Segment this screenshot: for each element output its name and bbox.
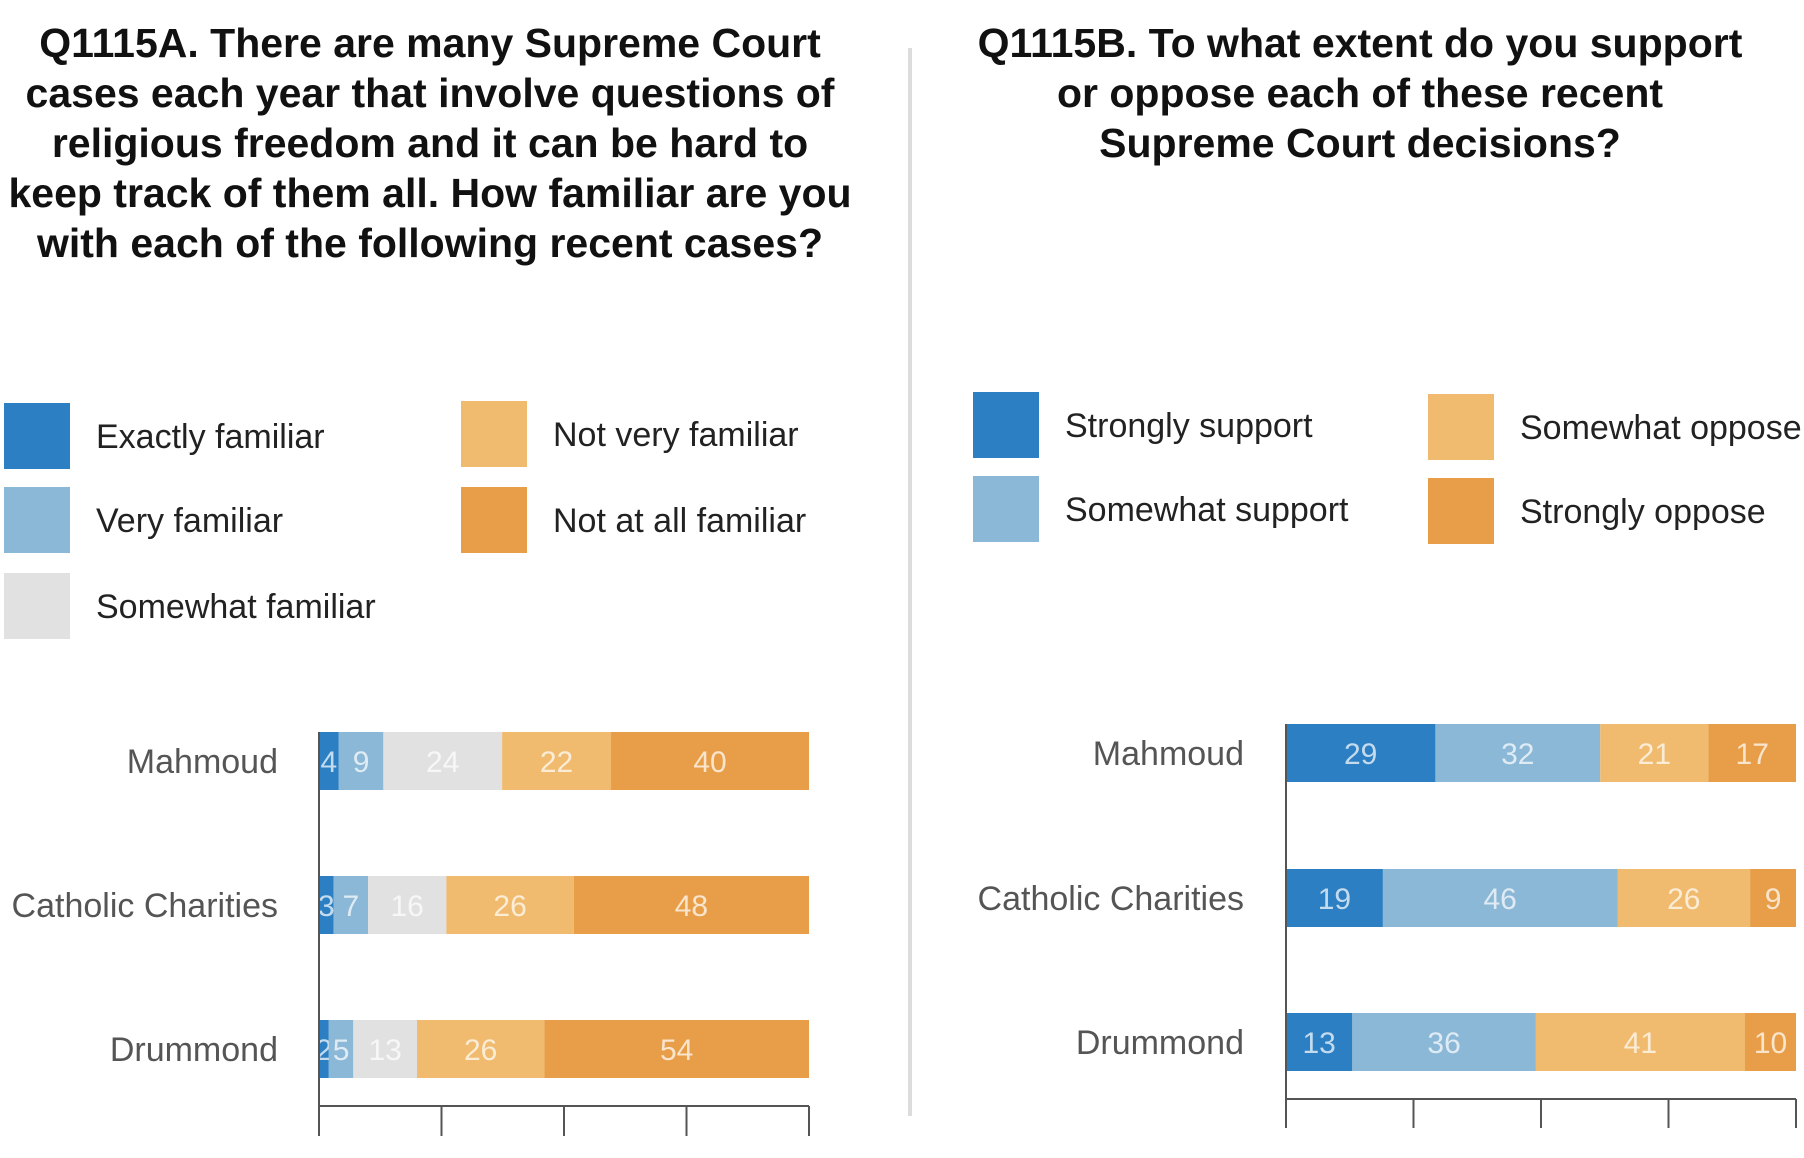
familiarity-value-label-drummond-somewhat-familiar: 13 — [368, 1034, 401, 1067]
familiarity-value-label-mahmoud-not-very-familiar: 22 — [540, 746, 573, 779]
familiarity-value-label-mahmoud-somewhat-familiar: 24 — [426, 746, 459, 779]
support-bar-catholic-charities-somewhat-oppose — [1617, 869, 1751, 927]
right-panel-title: Q1115B. To what extent do you support or… — [977, 20, 1743, 166]
familiarity-legend-label-very-familiar: Very familiar — [96, 502, 283, 540]
familiarity-legend-label-not-very-familiar: Not very familiar — [553, 416, 799, 454]
familiarity-bar-mahmoud-not-at-all-familiar — [611, 732, 809, 790]
familiarity-value-label-catholic-charities-somewhat-familiar: 16 — [391, 890, 424, 923]
support-value-label-drummond-strongly-oppose: 10 — [1754, 1027, 1787, 1060]
support-bar-drummond-strongly-support — [1286, 1013, 1353, 1071]
support-legend-swatch-somewhat-oppose — [1428, 394, 1494, 460]
familiarity-bar-drummond-very-familiar — [328, 1020, 354, 1078]
familiarity-legend-swatch-somewhat-familiar — [4, 573, 70, 639]
familiarity-bar-catholic-charities-not-very-familiar — [446, 876, 574, 934]
familiarity-bar-mahmoud-very-familiar — [338, 732, 384, 790]
support-bar-mahmoud-somewhat-support — [1435, 724, 1601, 782]
support-category-label-mahmoud: Mahmoud — [1093, 735, 1244, 773]
familiarity-value-label-catholic-charities-very-familiar: 7 — [343, 890, 360, 923]
familiarity-bar-mahmoud-exactly-familiar — [319, 732, 339, 790]
familiarity-legend-label-somewhat-familiar: Somewhat familiar — [96, 588, 376, 626]
support-value-label-mahmoud-strongly-oppose: 17 — [1736, 738, 1769, 771]
support-bar-mahmoud-strongly-oppose — [1708, 724, 1796, 782]
support-bar-catholic-charities-strongly-support — [1286, 869, 1383, 927]
support-legend-swatch-strongly-oppose — [1428, 478, 1494, 544]
familiarity-legend-swatch-not-very-familiar — [461, 401, 527, 467]
support-bar-catholic-charities-somewhat-support — [1382, 869, 1618, 927]
familiarity-value-label-catholic-charities-not-at-all-familiar: 48 — [675, 890, 708, 923]
support-bar-catholic-charities-strongly-oppose — [1750, 869, 1796, 927]
familiarity-value-label-drummond-not-at-all-familiar: 54 — [660, 1034, 693, 1067]
support-legend-label-strongly-support: Strongly support — [1065, 407, 1313, 445]
support-bar-mahmoud-somewhat-oppose — [1600, 724, 1709, 782]
familiarity-bar-mahmoud-not-very-familiar — [502, 732, 612, 790]
support-value-label-catholic-charities-somewhat-oppose: 26 — [1667, 883, 1700, 916]
familiarity-legend-swatch-exactly-familiar — [4, 403, 70, 469]
support-value-label-catholic-charities-somewhat-support: 46 — [1484, 883, 1517, 916]
familiarity-legend-label-not-at-all-familiar: Not at all familiar — [553, 502, 806, 540]
support-value-label-mahmoud-somewhat-oppose: 21 — [1638, 738, 1671, 771]
familiarity-bar-drummond-exactly-familiar — [319, 1020, 329, 1078]
familiarity-value-label-mahmoud-very-familiar: 9 — [353, 746, 370, 779]
familiarity-value-label-catholic-charities-exactly-familiar: 3 — [318, 890, 335, 923]
familiarity-category-label-catholic-charities: Catholic Charities — [12, 887, 278, 925]
support-value-label-mahmoud-strongly-support: 29 — [1344, 738, 1377, 771]
familiarity-bar-mahmoud-somewhat-familiar — [383, 732, 503, 790]
familiarity-category-label-drummond: Drummond — [110, 1031, 278, 1069]
support-value-label-catholic-charities-strongly-oppose: 9 — [1765, 883, 1782, 916]
familiarity-legend-swatch-not-at-all-familiar — [461, 487, 527, 553]
support-value-label-mahmoud-somewhat-support: 32 — [1501, 738, 1534, 771]
familiarity-bar-catholic-charities-very-familiar — [333, 876, 368, 934]
support-bar-drummond-somewhat-support — [1352, 1013, 1536, 1071]
support-legend-swatch-strongly-support — [973, 392, 1039, 458]
support-value-label-catholic-charities-strongly-support: 19 — [1318, 883, 1351, 916]
familiarity-value-label-mahmoud-not-at-all-familiar: 40 — [693, 746, 726, 779]
familiarity-value-label-mahmoud-exactly-familiar: 4 — [321, 746, 338, 779]
left-panel-title: Q1115A. There are many Supreme Court cas… — [8, 20, 852, 266]
support-value-label-drummond-strongly-support: 13 — [1302, 1027, 1335, 1060]
familiarity-bar-drummond-not-very-familiar — [417, 1020, 545, 1078]
familiarity-legend-swatch-very-familiar — [4, 487, 70, 553]
familiarity-bar-catholic-charities-not-at-all-familiar — [573, 876, 809, 934]
support-legend-label-somewhat-support: Somewhat support — [1065, 491, 1349, 529]
familiarity-value-label-drummond-not-very-familiar: 26 — [464, 1034, 497, 1067]
familiarity-category-label-mahmoud: Mahmoud — [127, 743, 278, 781]
familiarity-bar-catholic-charities-exactly-familiar — [319, 876, 334, 934]
support-value-label-drummond-somewhat-oppose: 41 — [1624, 1027, 1657, 1060]
familiarity-bar-catholic-charities-somewhat-familiar — [368, 876, 447, 934]
familiarity-bar-drummond-somewhat-familiar — [353, 1020, 417, 1078]
familiarity-value-label-catholic-charities-not-very-familiar: 26 — [493, 890, 526, 923]
familiarity-value-label-drummond-very-familiar: 5 — [333, 1034, 350, 1067]
support-legend-label-strongly-oppose: Strongly oppose — [1520, 493, 1766, 531]
familiarity-legend-label-exactly-familiar: Exactly familiar — [96, 418, 325, 456]
support-legend-swatch-somewhat-support — [973, 476, 1039, 542]
familiarity-bar-drummond-not-at-all-familiar — [544, 1020, 809, 1078]
support-bar-drummond-somewhat-oppose — [1535, 1013, 1745, 1071]
support-category-label-drummond: Drummond — [1076, 1024, 1244, 1062]
support-value-label-drummond-somewhat-support: 36 — [1427, 1027, 1460, 1060]
support-bar-drummond-strongly-oppose — [1745, 1013, 1796, 1071]
support-legend-label-somewhat-oppose: Somewhat oppose — [1520, 409, 1802, 447]
support-bar-mahmoud-strongly-support — [1286, 724, 1436, 782]
panel-divider — [908, 48, 912, 1116]
support-category-label-catholic-charities: Catholic Charities — [978, 880, 1244, 918]
